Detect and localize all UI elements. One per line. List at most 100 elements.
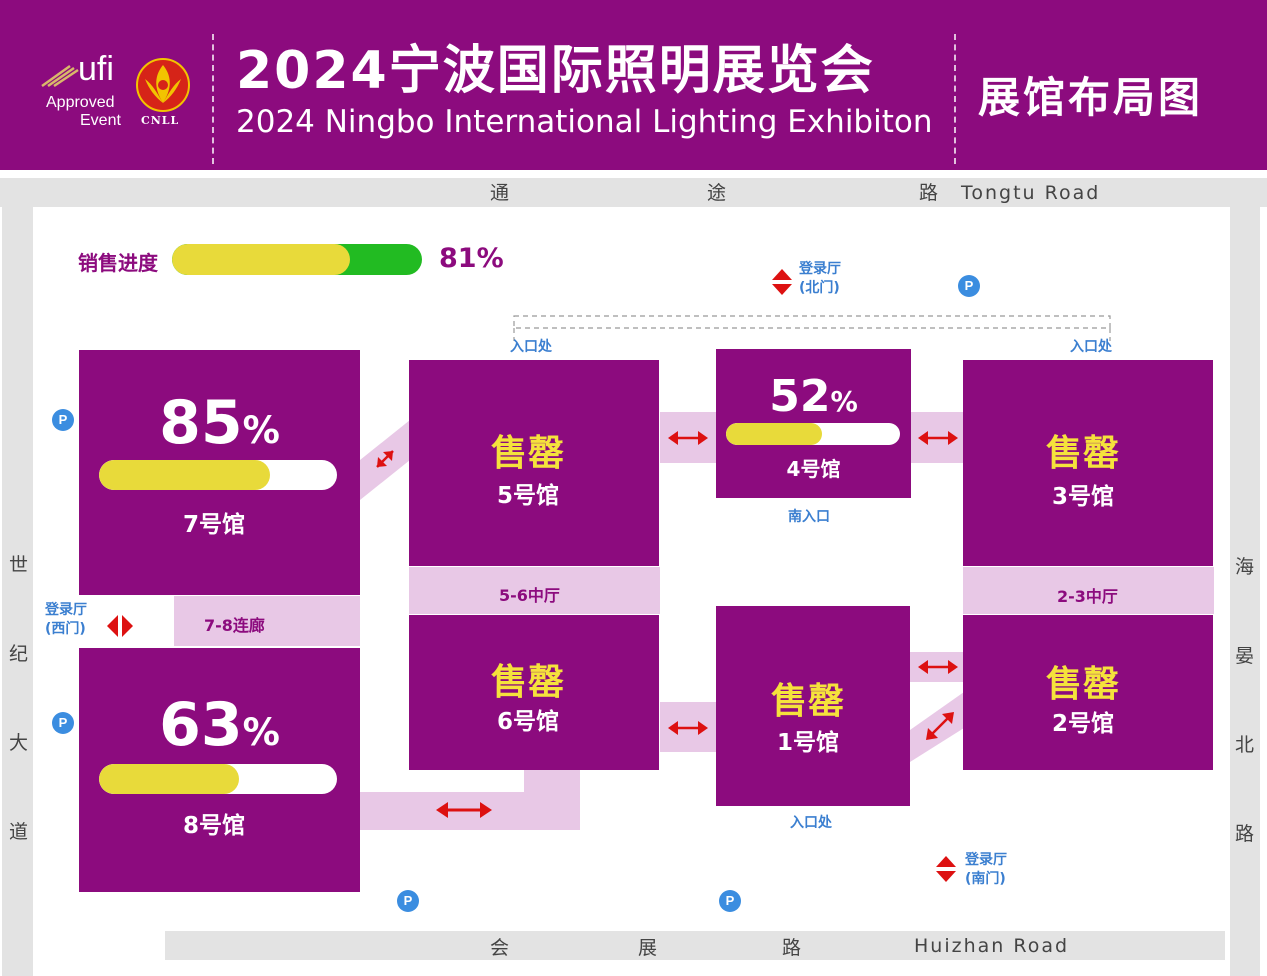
north-road-char: 途 [707, 182, 727, 204]
hall-2-sold-out: 售罄 [1045, 664, 1120, 705]
corridor-2-3: 2-3中厅 [963, 567, 1214, 614]
arrow-5-4-icon [668, 431, 708, 445]
west-hall-line1: 登录厅 [45, 602, 87, 618]
entrance-hall-1-label: 入口处 [790, 815, 832, 831]
hall-5-sold-out: 售罄 [490, 433, 565, 474]
arrow-1-2-diagonal-icon [926, 712, 954, 740]
sales-progress-label: 销售进度 [78, 251, 158, 275]
connector-1-2-diagonal [910, 692, 964, 762]
arrow-7-5-icon [376, 450, 394, 468]
corridor-2-3-label: 2-3中厅 [1057, 587, 1118, 606]
south-road-char: 展 [638, 937, 658, 959]
hall-7-percent: 85% [79, 388, 360, 465]
arrow-4-3-icon [918, 431, 958, 445]
hall-7-progress-bar [99, 460, 337, 490]
hall-3-label: 3号馆 [1051, 484, 1114, 510]
south-road: 会 展 路 Huizhan Road [165, 931, 1225, 960]
hall-4[interactable]: 52% 4号馆 [716, 349, 911, 498]
hall-3-sold-out: 售罄 [1045, 433, 1120, 474]
north-hall-line1: 登录厅 [799, 261, 841, 277]
arrow-6-1-icon [668, 721, 708, 735]
header-banner: ufi Approved Event CNLL 2024宁波国际照明展览会 20… [0, 0, 1267, 170]
north-hall-marker-icon [772, 269, 792, 295]
north-hall-label: 登录厅 (北门) [799, 260, 841, 298]
west-road-char: 道 [9, 821, 29, 843]
entrance-right-label: 入口处 [1070, 339, 1112, 355]
hall-2[interactable]: 售罄 2号馆 [963, 615, 1213, 770]
hall-4-progress-bar [726, 423, 900, 445]
east-road-char: 路 [1235, 823, 1255, 845]
header-divider [212, 34, 214, 164]
east-road-char: 北 [1235, 734, 1255, 756]
hall-8-progress-bar [99, 764, 337, 794]
hall-8-percent: 63% [79, 690, 360, 767]
south-hall-line2: (南门) [965, 871, 1006, 887]
hall-2-label: 2号馆 [1051, 711, 1114, 737]
west-road-char: 大 [9, 732, 29, 754]
connector-8-6 [358, 770, 580, 830]
hall-4-percent-value: 52 [769, 371, 831, 422]
hall-1-sold-out: 售罄 [770, 681, 845, 722]
west-hall-label: 登录厅 (西门) [45, 601, 87, 639]
north-walkway [513, 315, 1111, 341]
south-hall-marker-icon [936, 856, 956, 882]
hall-7-label: 7号馆 [182, 512, 245, 538]
hall-4-percent-sign: % [830, 387, 858, 418]
south-hall-line1: 登录厅 [965, 852, 1007, 868]
sales-progress-percent: 81% [439, 243, 504, 274]
hall-8-percent-sign: % [242, 710, 280, 754]
north-road-char: 通 [490, 182, 510, 204]
parking-icon: P [958, 275, 980, 297]
west-road-char: 世 [9, 554, 29, 576]
ufi-swoosh-icon [41, 64, 79, 88]
hall-6[interactable]: 售罄 6号馆 [409, 615, 659, 770]
hall-4-label: 4号馆 [786, 457, 841, 481]
arrow-8-6-icon [436, 802, 492, 818]
corridor-7-8: 7-8连廊 [174, 596, 360, 646]
ufi-logo: ufi [78, 50, 114, 88]
ufi-logo-line2: Event [80, 112, 121, 129]
page-title: 2024宁波国际照明展览会 [236, 41, 875, 101]
parking-icon: P [397, 890, 419, 912]
north-road-name: Tongtu Road [961, 182, 1101, 204]
header-divider [954, 34, 956, 164]
hall-1[interactable]: 售罄 1号馆 [716, 606, 910, 806]
hall-6-sold-out: 售罄 [490, 662, 565, 703]
east-road-char: 晏 [1235, 645, 1255, 667]
sales-progress-bar [172, 244, 422, 275]
layout-map-title: 展馆布局图 [978, 73, 1204, 122]
hall-8-label: 8号馆 [182, 813, 245, 839]
north-road: 通 途 路 Tongtu Road [0, 178, 1267, 207]
south-entrance-hall-4-label: 南入口 [788, 509, 830, 525]
south-hall-label: 登录厅 (南门) [965, 851, 1007, 889]
hall-8[interactable]: 63% 8号馆 [79, 648, 360, 892]
west-road-char: 纪 [9, 643, 29, 665]
south-road-char: 会 [490, 937, 510, 959]
hall-4-progress-fill [726, 423, 822, 445]
corridor-5-6: 5-6中厅 [409, 567, 660, 614]
hall-7-progress-fill [99, 460, 271, 490]
hall-3[interactable]: 售罄 3号馆 [963, 360, 1213, 566]
hall-1-label: 1号馆 [776, 730, 839, 756]
parking-icon: P [52, 712, 74, 734]
hall-7[interactable]: 85% 7号馆 [79, 350, 360, 595]
south-road-name: Huizhan Road [914, 935, 1070, 957]
west-road: 世 纪 大 道 [2, 178, 33, 976]
hall-6-label: 6号馆 [496, 709, 559, 735]
hall-7-percent-sign: % [242, 408, 280, 452]
entrance-left-label: 入口处 [510, 339, 552, 355]
north-hall-line2: (北门) [799, 280, 840, 296]
hall-5-label: 5号馆 [496, 483, 559, 509]
north-road-char: 路 [919, 182, 939, 204]
hall-8-percent-value: 63 [159, 690, 243, 760]
hall-5[interactable]: 售罄 5号馆 [409, 360, 659, 566]
hall-8-progress-fill [99, 764, 240, 794]
page-subtitle: 2024 Ningbo International Lighting Exhib… [236, 104, 933, 140]
arrow-1-2-icon [918, 660, 958, 674]
west-hall-marker-icon [107, 615, 133, 637]
south-road-char: 路 [782, 937, 802, 959]
east-road-char: 海 [1235, 556, 1255, 578]
cnll-logo-icon [136, 58, 190, 112]
parking-icon: P [719, 890, 741, 912]
hall-7-percent-value: 85 [159, 388, 243, 458]
